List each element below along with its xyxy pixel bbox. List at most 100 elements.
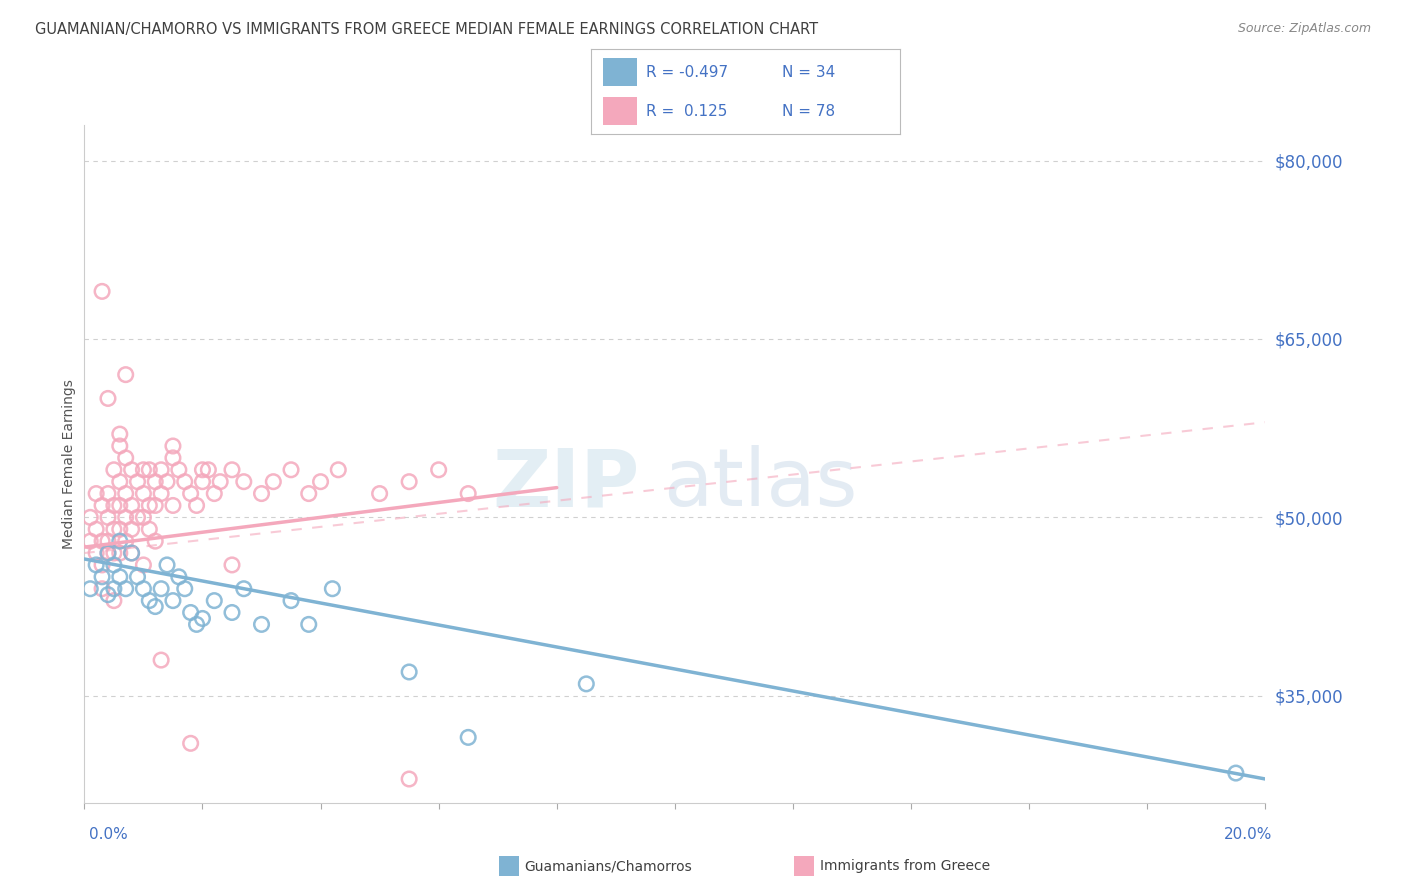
Point: [575, 677, 598, 691]
Point: [103, 522, 125, 536]
Point: [127, 510, 149, 524]
Point: [79, 582, 101, 596]
Text: R = -0.497: R = -0.497: [647, 65, 728, 80]
Point: [457, 486, 479, 500]
Point: [186, 617, 208, 632]
Point: [321, 582, 343, 596]
Point: [84, 558, 107, 572]
Text: GUAMANIAN/CHAMORRO VS IMMIGRANTS FROM GREECE MEDIAN FEMALE EARNINGS CORRELATION : GUAMANIAN/CHAMORRO VS IMMIGRANTS FROM GR…: [35, 22, 818, 37]
Point: [108, 570, 131, 584]
Point: [114, 582, 136, 596]
Point: [180, 486, 202, 500]
Point: [91, 582, 114, 596]
Point: [167, 463, 190, 477]
Point: [91, 285, 114, 299]
Point: [132, 582, 155, 596]
Point: [250, 617, 273, 632]
FancyBboxPatch shape: [603, 58, 637, 87]
Point: [84, 546, 107, 560]
Point: [97, 588, 120, 602]
Text: 0.0%: 0.0%: [89, 827, 128, 841]
Point: [84, 486, 107, 500]
Point: [191, 463, 214, 477]
Point: [108, 439, 131, 453]
Point: [262, 475, 284, 489]
Point: [121, 522, 143, 536]
Point: [91, 534, 114, 549]
Point: [309, 475, 332, 489]
Point: [156, 475, 179, 489]
Point: [97, 546, 120, 560]
Point: [114, 486, 136, 500]
Text: Immigrants from Greece: Immigrants from Greece: [820, 859, 990, 873]
Point: [398, 665, 420, 679]
Point: [108, 534, 131, 549]
Point: [368, 486, 391, 500]
Point: [197, 463, 219, 477]
Point: [108, 522, 131, 536]
Point: [91, 570, 114, 584]
Point: [97, 486, 120, 500]
Point: [162, 439, 184, 453]
Point: [398, 772, 420, 786]
Point: [143, 534, 166, 549]
Point: [180, 736, 202, 750]
Point: [156, 558, 179, 572]
Point: [97, 510, 120, 524]
Point: [79, 510, 101, 524]
Point: [121, 546, 143, 560]
Point: [79, 534, 101, 549]
FancyBboxPatch shape: [603, 97, 637, 126]
Point: [280, 593, 302, 607]
Point: [103, 582, 125, 596]
Point: [138, 499, 160, 513]
Point: [97, 392, 120, 406]
Text: atlas: atlas: [664, 445, 858, 524]
Point: [202, 486, 225, 500]
Text: Source: ZipAtlas.com: Source: ZipAtlas.com: [1237, 22, 1371, 36]
Point: [121, 546, 143, 560]
Point: [298, 486, 321, 500]
Point: [97, 534, 120, 549]
Point: [150, 463, 173, 477]
Point: [91, 558, 114, 572]
Point: [108, 499, 131, 513]
Point: [162, 499, 184, 513]
Point: [186, 499, 208, 513]
Point: [114, 368, 136, 382]
Point: [328, 463, 350, 477]
Point: [121, 499, 143, 513]
Point: [103, 546, 125, 560]
Point: [103, 558, 125, 572]
Point: [143, 475, 166, 489]
Point: [91, 499, 114, 513]
Point: [143, 499, 166, 513]
Point: [84, 522, 107, 536]
Point: [191, 475, 214, 489]
Point: [143, 599, 166, 614]
Point: [280, 463, 302, 477]
Point: [97, 546, 120, 560]
Point: [114, 534, 136, 549]
Point: [132, 463, 155, 477]
Text: 20.0%: 20.0%: [1225, 827, 1272, 841]
Point: [108, 546, 131, 560]
Text: Guamanians/Chamorros: Guamanians/Chamorros: [524, 859, 692, 873]
Point: [132, 510, 155, 524]
Text: N = 78: N = 78: [782, 103, 835, 119]
Y-axis label: Median Female Earnings: Median Female Earnings: [62, 379, 76, 549]
Point: [232, 582, 254, 596]
Point: [121, 463, 143, 477]
Point: [150, 582, 173, 596]
Point: [127, 570, 149, 584]
Point: [398, 475, 420, 489]
Point: [132, 486, 155, 500]
Point: [221, 463, 243, 477]
Text: R =  0.125: R = 0.125: [647, 103, 727, 119]
Point: [127, 475, 149, 489]
Point: [103, 463, 125, 477]
Point: [138, 463, 160, 477]
Point: [221, 558, 243, 572]
Point: [180, 606, 202, 620]
Point: [103, 593, 125, 607]
